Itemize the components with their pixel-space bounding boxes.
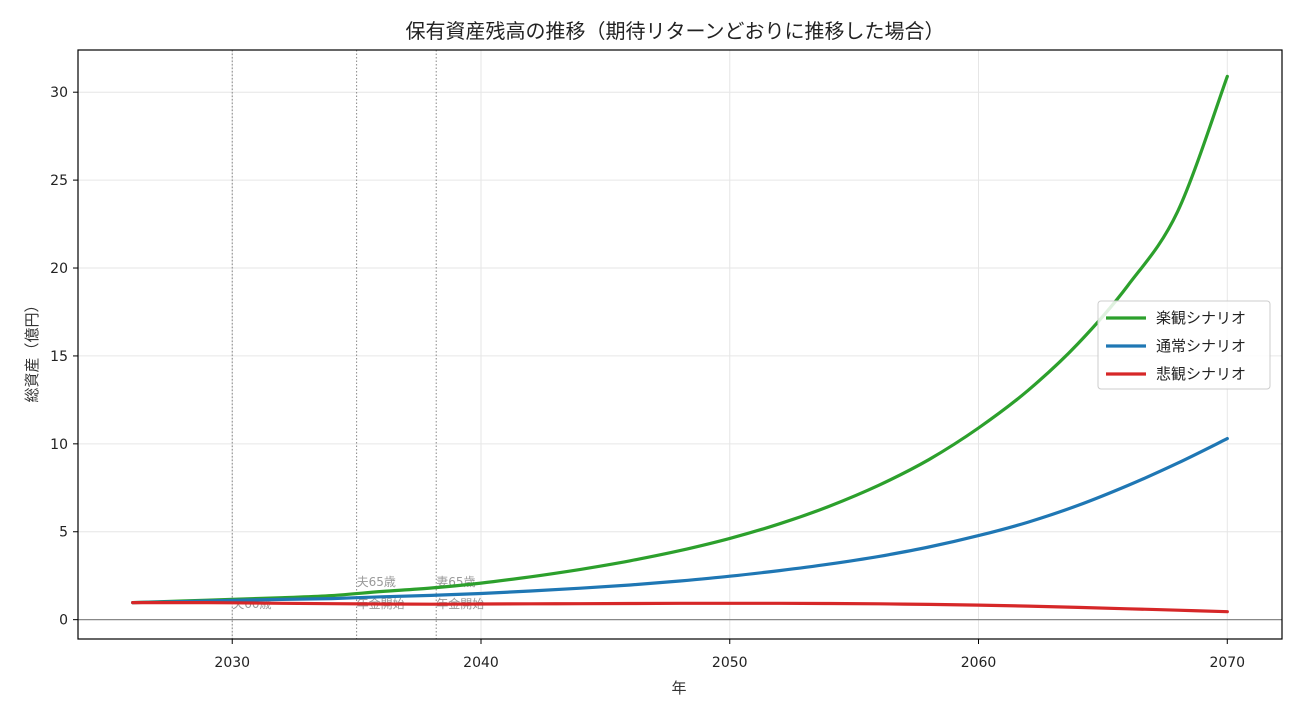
axis-ticks: 2030 2040 2050 2060 2070 0 5 10 15 20 25 30	[50, 85, 1245, 671]
legend-label: 通常シナリオ	[1156, 337, 1246, 355]
x-tick-label: 2060	[961, 655, 997, 671]
x-tick-label: 2070	[1209, 655, 1245, 671]
plot-frame	[77, 49, 1283, 640]
y-tick-label: 0	[59, 613, 68, 629]
event-label: 夫65歳	[357, 575, 396, 589]
x-tick-label: 2030	[214, 655, 250, 671]
x-tick-label: 2040	[463, 655, 499, 671]
y-tick-label: 25	[50, 173, 68, 189]
y-tick-label: 30	[50, 85, 68, 101]
chart-title: 保有資産残高の推移（期待リターンどおりに推移した場合）	[406, 19, 945, 43]
y-tick-label: 5	[59, 525, 68, 541]
x-tick-label: 2050	[712, 655, 748, 671]
series-line-0	[131, 74, 1229, 605]
series-lines	[131, 74, 1229, 614]
legend-box	[1097, 300, 1271, 390]
y-axis-label: 総資産（億円）	[23, 297, 41, 402]
series-line-2	[131, 600, 1229, 614]
x-axis-label: 年	[671, 679, 686, 697]
y-tick-label: 10	[50, 437, 68, 453]
legend-label: 楽観シナリオ	[1156, 309, 1246, 327]
y-tick-label: 20	[50, 261, 68, 277]
legend-label: 悲観シナリオ	[1156, 365, 1246, 383]
series-line-1	[131, 437, 1229, 605]
y-tick-label: 15	[50, 349, 68, 365]
